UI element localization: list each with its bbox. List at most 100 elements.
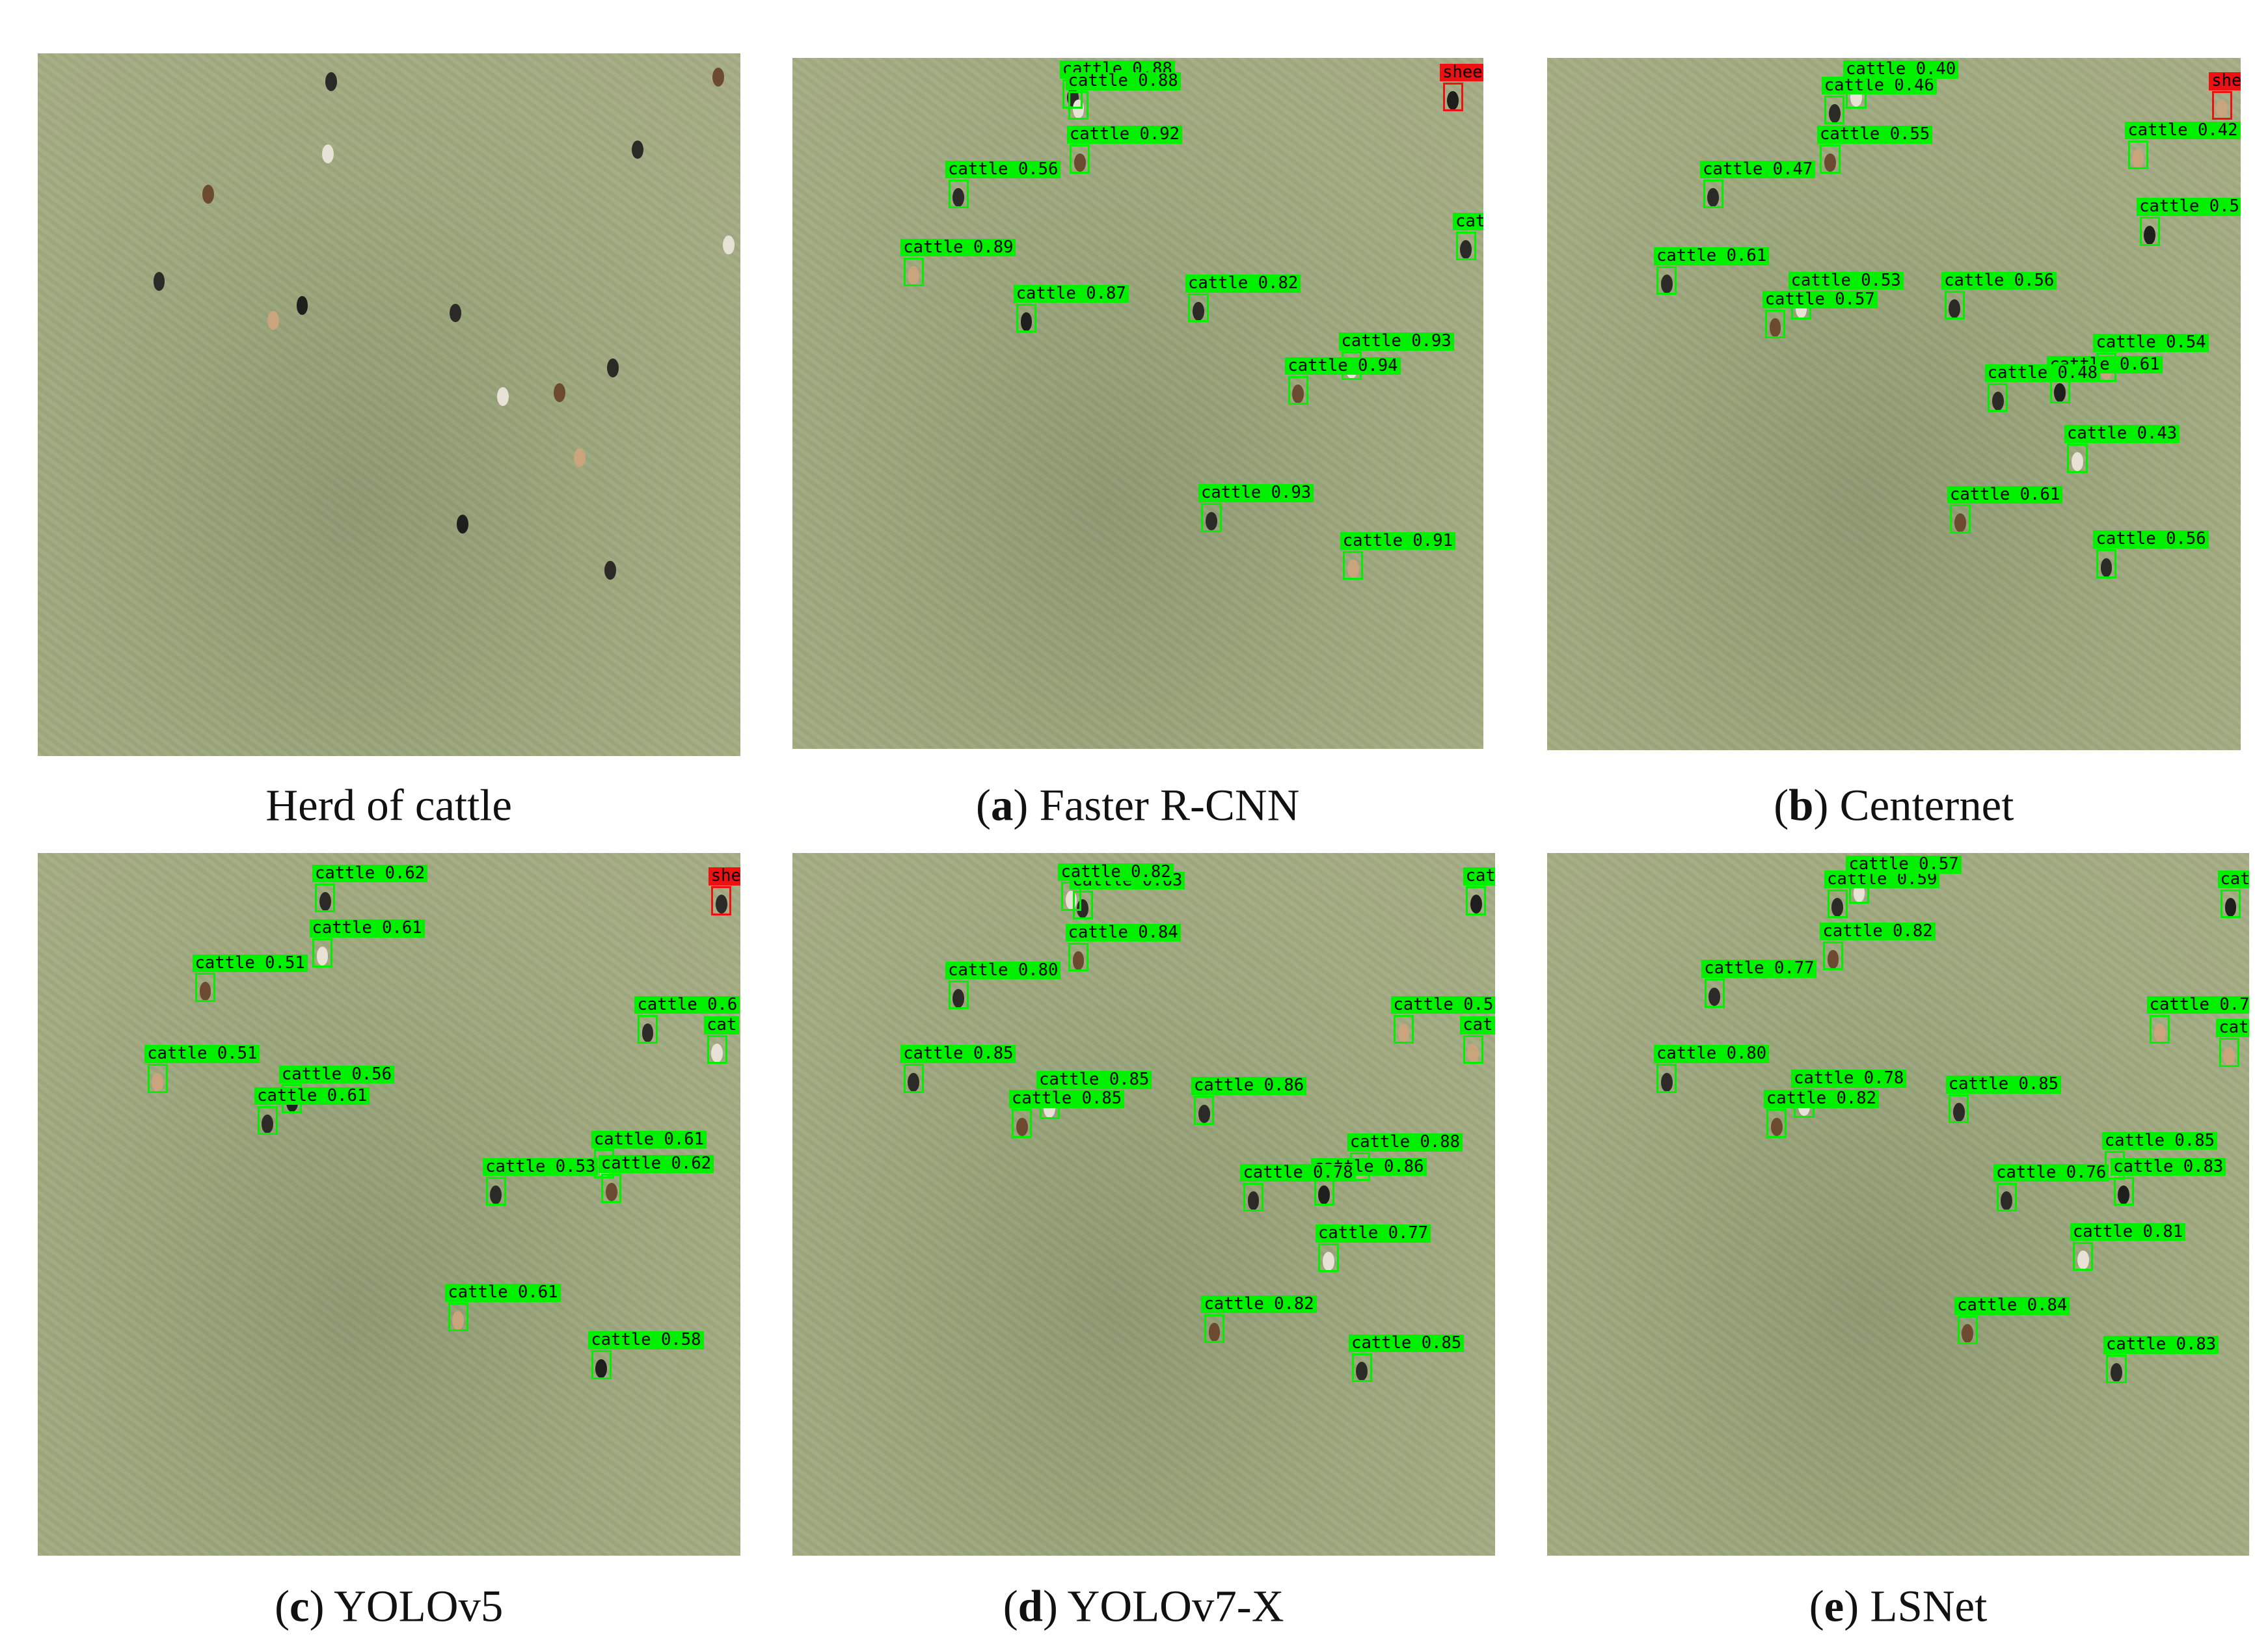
cattle	[319, 891, 331, 911]
cattle	[1992, 392, 2004, 411]
cattle	[1949, 299, 1960, 318]
detection-label: cattle 0.57	[1762, 290, 1878, 309]
cattle	[1827, 949, 1839, 969]
cattle	[1661, 1072, 1673, 1092]
detection-label: cattle 0.81	[2070, 1223, 2186, 1241]
cattle	[1347, 559, 1359, 578]
cattle	[712, 68, 725, 87]
detection-label: cattle 0.82	[1185, 275, 1301, 293]
bounding-box	[2106, 1355, 2127, 1384]
detection-label: cattle 0.84	[1954, 1297, 2070, 1315]
bounding-box	[2113, 1176, 2134, 1206]
detection-label: cattle 0.87	[1013, 284, 1129, 303]
detection-label: cat	[704, 1016, 740, 1035]
aerial-image	[37, 53, 740, 757]
cattle	[1247, 1191, 1260, 1210]
detection-label: cattle 0.82	[1820, 922, 1936, 941]
detection-label: cattle 0.56	[945, 160, 1061, 179]
cattle	[2154, 1023, 2166, 1043]
cattle	[1467, 1044, 1479, 1063]
cattle	[1831, 897, 1844, 917]
detection-label: cattle 0.51	[144, 1045, 260, 1064]
detection-label: cattle 0.76	[1993, 1163, 2109, 1182]
detection-label: cattle 0.56	[1941, 271, 2057, 290]
caption-part: a	[990, 780, 1014, 830]
cattle	[1770, 1117, 1783, 1137]
detection-label: cattle 0.77	[1316, 1225, 1431, 1243]
cattle	[325, 72, 337, 91]
cattle	[457, 515, 468, 534]
detection-label: cattle 0.77	[1701, 960, 1817, 978]
detection-label: cattle 0.40	[1843, 61, 1959, 79]
bounding-box	[1703, 179, 1723, 208]
detection-label: she	[708, 867, 740, 886]
detection-label: cattle 0.62	[598, 1155, 714, 1173]
bounding-box	[312, 938, 333, 968]
detection-label: cattle 0.78	[1240, 1163, 1356, 1182]
caption: (a) Faster R-CNN	[976, 779, 1299, 831]
caption-part: e	[1824, 1581, 1844, 1631]
bounding-box	[1949, 1094, 1969, 1124]
caption: (b) Centernet	[1774, 779, 2014, 831]
detection-label: cattle 0.6	[634, 995, 740, 1014]
cattle	[1962, 1324, 1973, 1344]
detection-label: cattle 0.53	[483, 1158, 599, 1176]
cattle	[322, 144, 334, 164]
cattle	[296, 296, 308, 316]
bounding-box	[2127, 140, 2148, 169]
detection-label: cattle 0.83	[2111, 1158, 2226, 1176]
detection-label: cat	[1463, 867, 1495, 886]
bounding-box	[1656, 1064, 1677, 1093]
caption-part: ) YOLOv5	[309, 1581, 504, 1631]
cattle	[316, 947, 329, 966]
caption: (c) YOLOv5	[275, 1580, 503, 1632]
bounding-box	[1442, 82, 1463, 112]
detection-label: cattle 0.57	[1846, 856, 1962, 874]
bounding-box	[1463, 1035, 1483, 1064]
bounding-box	[1704, 979, 1725, 1008]
bounding-box	[1243, 1182, 1263, 1212]
aerial-image: cattle 0.62 cattle 0.61 cattle 0.51 cattle …	[37, 852, 740, 1556]
bounding-box	[903, 1064, 924, 1093]
cattle	[1952, 1103, 1965, 1122]
cattle	[1661, 275, 1673, 294]
cattle	[199, 981, 211, 1001]
detection-label: cattle 0.94	[1285, 357, 1401, 375]
caption: Herd of cattle	[265, 779, 512, 831]
detection-label: shee	[1440, 63, 1483, 82]
caption-part: ) Faster R-CNN	[1013, 780, 1300, 830]
caption-part: (	[275, 1581, 290, 1631]
detection-label: cattle 0.85	[2101, 1131, 2217, 1150]
bounding-box	[1957, 1316, 1978, 1345]
cattle	[2132, 148, 2144, 168]
detection-label: cattle 0.86	[1191, 1077, 1307, 1095]
cattle	[153, 271, 165, 291]
bounding-box	[1988, 383, 2008, 413]
cattle	[2072, 452, 2083, 472]
bounding-box	[1068, 90, 1089, 120]
detection-label: cattle 0.48	[1984, 364, 2100, 383]
cattle	[1206, 511, 1217, 531]
detection-label: cattle 0.92	[1066, 126, 1182, 144]
cattle	[632, 140, 643, 159]
bounding-box	[1318, 1243, 1339, 1273]
cattle	[1398, 1023, 1410, 1043]
cattle	[1073, 153, 1086, 172]
cattle	[1208, 1323, 1221, 1342]
detection-label: cattle 0.83	[2103, 1336, 2219, 1354]
caption-part: d	[1018, 1581, 1043, 1631]
detection-label: cattle 0.85	[900, 1045, 1016, 1064]
cattle	[202, 185, 214, 204]
cattle	[1470, 895, 1482, 914]
caption-part: (	[1003, 1581, 1018, 1631]
bounding-box	[2073, 1241, 2094, 1271]
bounding-box	[1393, 1014, 1414, 1044]
cattle	[1318, 1185, 1330, 1204]
bounding-box	[1950, 504, 1971, 534]
detection-label: cattle 0.89	[900, 238, 1016, 257]
cattle	[452, 1311, 465, 1331]
detection-label: cattle 0.84	[1065, 923, 1181, 942]
detection-label: cattle 0.46	[1821, 76, 1937, 95]
